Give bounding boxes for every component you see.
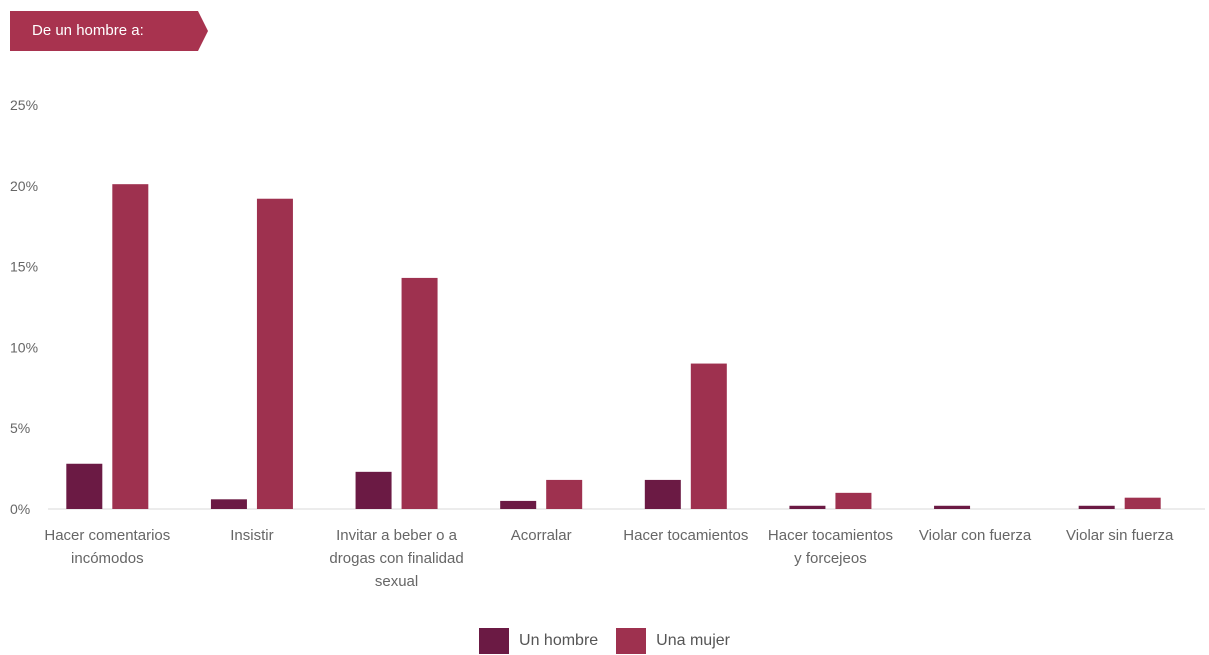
y-tick-label: 25% <box>10 97 38 113</box>
x-tick-label: drogas con finalidad <box>329 550 463 567</box>
x-tick-label: Hacer tocamientos <box>623 527 748 544</box>
bar-un-hombre <box>210 499 247 509</box>
y-tick-label: 5% <box>10 420 30 436</box>
bar-una-mujer <box>546 479 583 509</box>
x-tick-label: y forcejeos <box>794 550 867 567</box>
y-tick-label: 0% <box>10 501 30 517</box>
legend-item-un-hombre: Un hombre <box>479 628 598 654</box>
legend-label-un-hombre: Un hombre <box>519 632 599 649</box>
x-tick-label: Violar sin fuerza <box>1066 527 1174 544</box>
banner-shape <box>10 11 208 51</box>
x-tick-label: sexual <box>375 573 418 590</box>
chart-legend: Un hombre Una mujer <box>0 628 1209 654</box>
bar-una-mujer <box>835 492 872 509</box>
chart-banner: De un hombre a: <box>10 11 208 51</box>
bar-una-mujer <box>256 198 293 509</box>
x-tick-label: Insistir <box>230 527 273 544</box>
legend-label-una-mujer: Una mujer <box>656 632 730 649</box>
bar-un-hombre <box>934 505 971 509</box>
bar-un-hombre <box>644 479 681 509</box>
y-tick-label: 10% <box>10 339 38 355</box>
bar-una-mujer <box>1124 497 1161 509</box>
legend-swatch-una-mujer <box>616 628 647 654</box>
x-tick-label: Violar con fuerza <box>919 527 1032 544</box>
bar-chart: 0% 5% 10% 15% 20% 25% Hacer comentarios incómod… <box>10 97 1205 590</box>
bar-un-hombre <box>355 471 392 509</box>
bar-un-hombre <box>789 505 826 509</box>
legend-swatch-un-hombre <box>479 628 510 654</box>
y-tick-label: 20% <box>10 178 38 194</box>
x-tick-label: Hacer tocamientos <box>768 527 893 544</box>
bar-un-hombre <box>500 500 537 509</box>
x-tick-label: Acorralar <box>511 527 572 544</box>
x-tick-label: incómodos <box>71 550 144 567</box>
x-tick-label: Invitar a beber o a <box>336 527 458 544</box>
bar-un-hombre <box>1078 505 1115 509</box>
bar-una-mujer <box>401 277 438 509</box>
y-tick-label: 15% <box>10 259 38 275</box>
bar-una-mujer <box>112 184 149 509</box>
banner-label: De un hombre a: <box>32 22 144 39</box>
legend-item-una-mujer: Una mujer <box>616 628 730 654</box>
x-tick-label: Hacer comentarios <box>44 527 170 544</box>
bar-una-mujer <box>690 363 727 509</box>
bar-un-hombre <box>66 463 103 509</box>
